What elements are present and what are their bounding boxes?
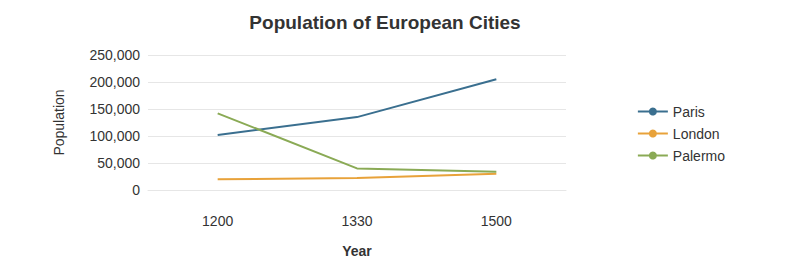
svg-text:200,000: 200,000 bbox=[89, 74, 140, 90]
svg-text:London: London bbox=[673, 126, 720, 142]
svg-text:1500: 1500 bbox=[481, 213, 512, 229]
svg-text:Palermo: Palermo bbox=[673, 148, 725, 164]
svg-text:Paris: Paris bbox=[673, 104, 705, 120]
svg-text:1200: 1200 bbox=[202, 213, 233, 229]
svg-text:50,000: 50,000 bbox=[97, 155, 140, 171]
svg-text:Population: Population bbox=[51, 89, 67, 155]
svg-text:250,000: 250,000 bbox=[89, 47, 140, 63]
svg-text:0: 0 bbox=[132, 182, 140, 198]
svg-text:Population of European Cities: Population of European Cities bbox=[249, 12, 520, 33]
svg-text:1330: 1330 bbox=[341, 213, 372, 229]
svg-text:100,000: 100,000 bbox=[89, 128, 140, 144]
svg-text:150,000: 150,000 bbox=[89, 101, 140, 117]
svg-text:Year: Year bbox=[342, 243, 372, 259]
